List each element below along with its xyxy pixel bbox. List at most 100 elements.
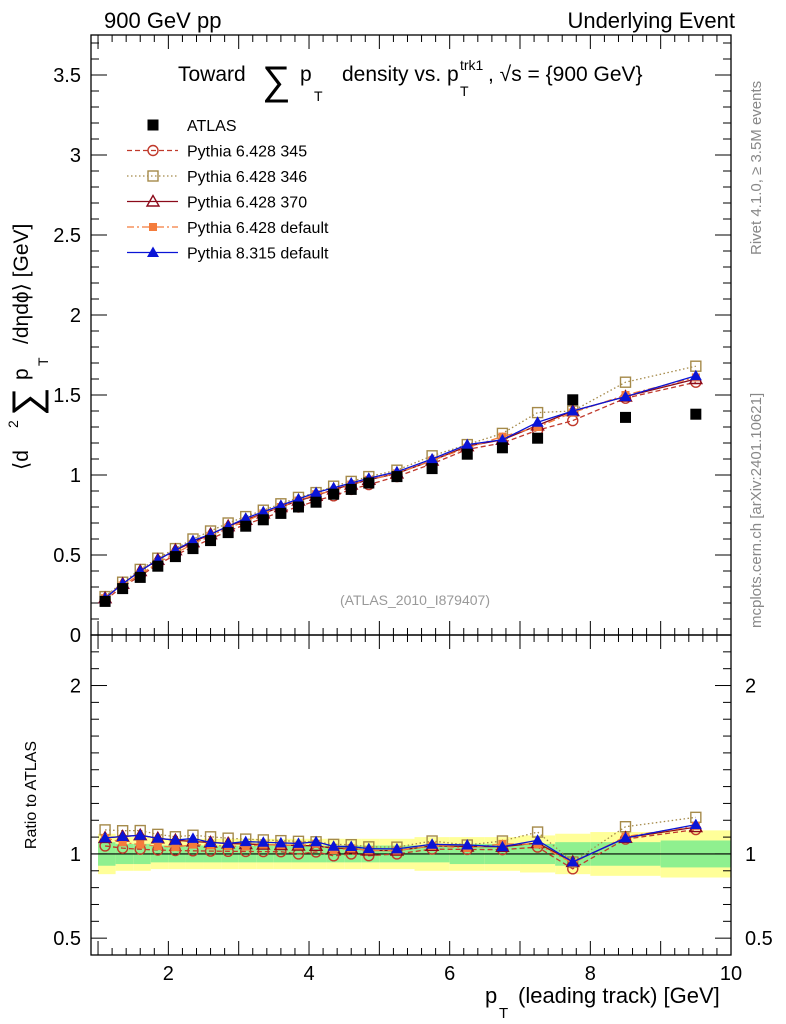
atlas-point [205,535,217,547]
y-tick-label: 2 [70,305,81,327]
y-tick-label: 1 [70,465,81,487]
atlas-point [328,488,340,500]
title-T-sub: T [314,88,323,104]
atlas-point [117,583,129,595]
pythia-8-315-default-ratio-point [204,836,217,848]
ratio-y-tick-label-left: 2 [70,676,81,698]
legend-label-atlas: ATLAS [187,118,237,135]
pythia-8-315-default-point [239,512,252,523]
axes: 2 4 6 8 10 0 0.5 1 1.5 2 2.5 3 3.5 0.5 0.5 1 1 2 2 [53,35,773,985]
pythia-8-315-default-ratio-point [274,836,287,848]
ratio-y-tick-label-right: 2 [745,676,756,698]
ratio-y-tick-label-right: 0.5 [745,928,773,950]
atlas-point [257,514,269,526]
legend-label-pythia-8-315-default: Pythia 8.315 default [187,246,329,263]
pythia-8-315-default-ratio-point [461,839,474,850]
header-left: 900 GeV pp [104,8,221,33]
legend-label-pythia-6-428-346: Pythia 6.428 346 [187,169,307,186]
pythia-8-315-default-point [619,390,632,402]
atlas-point [690,408,702,420]
title-part-b: density vs. p [342,63,459,86]
pythia-6-428-370-line [104,378,696,599]
ratio-y-tick-label-left: 0.5 [53,928,81,950]
pythia-8-315-default-ratio-point [390,842,403,854]
atlas-point [496,442,508,454]
ylabel-p: p [10,368,33,380]
pythia-8-315-default-ratio-point [116,830,129,842]
atlas-point [240,520,252,532]
pythia-8-315-default-point [496,433,509,445]
pythia-8-315-default-point [274,499,287,510]
legend-label-pythia-6-428-370: Pythia 6.428 370 [187,195,307,212]
y-tick-label: 0.5 [53,545,81,567]
ylabel-part-b: /dηdϕ⟩ [GeV] [10,224,33,344]
legend-label-pythia-6-428-345: Pythia 6.428 345 [187,144,307,161]
pythia-8-315-default-point [689,369,702,381]
xlabel-p: p [485,983,497,1008]
pythia-8-315-default-ratio-point [99,831,112,843]
pythia-8-315-default-ratio-point [531,834,544,845]
legend-marker-pythia-6-428-370 [145,194,161,207]
legend-marker-pythia-6-428-345 [147,144,159,157]
pythia-6-428-default-ratio-point [153,842,162,851]
pythia-6-428-345-line [104,381,696,601]
pythia-8-315-default-point [461,438,474,450]
pythia-8-315-default-ratio-point [151,832,164,843]
x-axis-label: p T (leading track) [GeV] [485,983,720,1022]
atlas-point [461,448,473,460]
pythia-8-315-default-point [566,405,579,416]
ratio-y-tick-label-right: 1 [745,844,756,866]
title-p: p [300,63,312,86]
pythia-8-315-default-ratio-point [566,855,579,867]
mcplots-text: mcplots.cern.ch [arXiv:2401.10621] [748,393,765,628]
ylabel-T-sub: T [35,357,51,366]
atlas-point [391,471,403,483]
x-tick-label: 2 [163,963,174,985]
analysis-watermark: (ATLAS_2010_I879407) [340,592,490,608]
atlas-point [310,496,322,508]
atlas-point [169,551,181,563]
pythia-8-315-default-ratio-point [426,838,439,849]
pythia-6-428-default-point [533,423,542,431]
pythia-8-315-default-point [426,453,439,464]
xlabel-T-sub: T [499,1005,508,1022]
pythia-6-428-default-ratio-line [104,825,696,864]
pythia-8-315-default-ratio-point [222,837,235,848]
pythia-6-428-default-ratio-point [241,842,250,851]
legend-label-pythia-6-428-default: Pythia 6.428 default [187,220,329,237]
pythia-8-315-default-point [310,486,323,498]
title-trk1-sup: trk1 [460,57,484,73]
y-tick-label: 0 [70,625,81,647]
atlas-point [620,411,632,423]
atlas-point [567,394,579,406]
legend-marker-pythia-6-428-346 [147,170,159,182]
atlas-point [222,527,234,539]
xlabel-rest: (leading track) [GeV] [518,983,720,1008]
legend-marker-pythia-8-315-default [147,246,159,257]
pythia-8-315-default-point [186,534,199,546]
title-part-c: , √s = {900 GeV} [488,63,643,86]
atlas-point [426,463,438,475]
ylabel-sigma: ∑ [5,387,49,416]
pythia-6-428-346-point [619,376,632,388]
pythia-8-315-default-ratio-point [496,840,509,852]
pythia-8-315-default-ratio-point [345,840,358,852]
y-axis-label: ⟨d 2 ∑ p T /dηdϕ⟩ [GeV] [5,224,51,470]
ratio-y-label: Ratio to ATLAS [23,741,40,849]
pythia-8-315-default-ratio-point [169,834,182,845]
pythia-6-428-default-ratio-point [118,838,127,847]
pythia-6-428-default-line [104,376,696,599]
pythia-8-315-default-ratio-point [362,842,375,854]
rivet-version-text: Rivet 4.1.0, ≥ 3.5M events [748,81,765,255]
pythia-8-315-default-point [531,416,544,427]
pythia-8-315-default-ratio-point [689,818,702,830]
atlas-point [134,571,146,583]
y-tick-label: 3.5 [53,65,81,87]
x-tick-label: 4 [303,963,314,985]
title-sigma: ∑ [262,59,291,103]
pythia-6-428-default-ratio-point [171,843,180,852]
y-tick-label: 2.5 [53,225,81,247]
atlas-point [345,483,357,495]
atlas-point [99,595,111,607]
